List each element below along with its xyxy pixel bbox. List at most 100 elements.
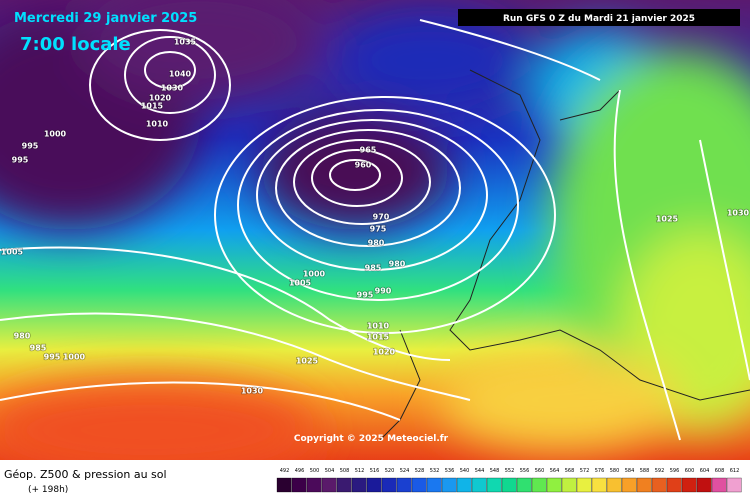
colorbar: 492 496 500 504 508 512 516 520 524 528 532 536 540 5… (276, 468, 742, 493)
isobar-label: 1020 (149, 94, 172, 103)
copyright: Copyright © 2025 Meteociel.fr (294, 434, 449, 444)
colorbar-label: 532 (430, 468, 440, 474)
colorbar-label: 596 (670, 468, 680, 474)
colorbar-swatch (486, 477, 502, 493)
colorbar-label: 584 (625, 468, 635, 474)
isobar-label: 1005 (1, 248, 24, 257)
isobar-label: 1005 (289, 279, 312, 288)
colorbar-label: 544 (475, 468, 485, 474)
colorbar-swatch (471, 477, 487, 493)
colorbar-swatch (411, 477, 427, 493)
isobar-label: 1030 (161, 84, 184, 93)
map-area: 1035104010301020101510101000995995100596… (0, 0, 750, 460)
colorbar-swatch (591, 477, 607, 493)
colorbar-label: 524 (400, 468, 410, 474)
isobar-lines (0, 19, 750, 441)
colorbar-swatch (396, 477, 412, 493)
colorbar-label: 600 (685, 468, 695, 474)
isobar-label: 990 (375, 287, 392, 296)
isobar-label: 960 (355, 161, 372, 170)
colorbar-swatch (681, 477, 697, 493)
colorbar-label: 528 (415, 468, 425, 474)
isobar-label: 1015 (367, 333, 390, 342)
isobar-label: 1035 (174, 38, 197, 47)
colorbar-swatch (381, 477, 397, 493)
isobar-label: 1000 (63, 353, 86, 362)
time: 7:00 locale (20, 34, 131, 55)
colorbar-swatch (501, 477, 517, 493)
colorbar-label: 608 (715, 468, 725, 474)
colorbar-label: 572 (580, 468, 590, 474)
isobar-labels: 1035104010301020101510101000995995100596… (0, 37, 750, 397)
colorbar-swatch (336, 477, 352, 493)
colorbar-swatch (291, 477, 307, 493)
colorbar-label: 564 (550, 468, 560, 474)
colorbar-label: 500 (310, 468, 320, 474)
colorbar-label: 580 (610, 468, 620, 474)
isobar-label: 1000 (44, 130, 67, 139)
isobar-label: 1010 (367, 322, 390, 331)
colorbar-swatch (426, 477, 442, 493)
colorbar-swatch (606, 477, 622, 493)
isobar-label: 995 (357, 291, 374, 300)
isobar-label: 980 (14, 332, 31, 341)
colorbar-label: 540 (460, 468, 470, 474)
colorbar-swatch (366, 477, 382, 493)
colorbar-swatch (726, 477, 742, 493)
isobar-label: 995 (12, 156, 29, 165)
colorbar-swatch (441, 477, 457, 493)
isobar-label: 995 (22, 142, 39, 151)
colorbar-label: 516 (370, 468, 380, 474)
isobar-label: 1010 (146, 120, 169, 129)
isobar-label: 975 (370, 225, 387, 234)
field (0, 0, 750, 460)
isobar-label: 1030 (727, 209, 750, 218)
isobar-label: 1030 (241, 387, 264, 396)
isobar-label: 965 (360, 146, 377, 155)
colorbar-label: 604 (700, 468, 710, 474)
colorbar-label: 548 (490, 468, 500, 474)
colorbar-swatch (651, 477, 667, 493)
colorbar-label: 568 (565, 468, 575, 474)
colorbar-swatch (516, 477, 532, 493)
colorbar-label: 576 (595, 468, 605, 474)
colorbar-swatch (636, 477, 652, 493)
isobar-label: 980 (368, 239, 385, 248)
isobar-label: 1020 (373, 348, 396, 357)
colorbar-swatch (711, 477, 727, 493)
colorbar-label: 556 (520, 468, 530, 474)
isobar-label: 980 (389, 260, 406, 269)
colorbar-swatch (666, 477, 682, 493)
colorbar-label: 508 (340, 468, 350, 474)
footer-lead: (+ 198h) (28, 485, 68, 495)
colorbar-label: 496 (295, 468, 305, 474)
isobar-label: 970 (373, 213, 390, 222)
colorbar-swatch (696, 477, 712, 493)
colorbar-label: 552 (505, 468, 515, 474)
colorbar-label: 588 (640, 468, 650, 474)
isobar-label: 1025 (296, 357, 319, 366)
isobar-label: 1000 (303, 270, 326, 279)
isobar-label: 1040 (169, 70, 192, 79)
footer-title: Géop. Z500 & pression au sol (4, 468, 167, 481)
colorbar-label: 592 (655, 468, 665, 474)
colorbar-swatch (561, 477, 577, 493)
colorbar-swatch (531, 477, 547, 493)
colorbar-swatch (321, 477, 337, 493)
colorbar-swatch (306, 477, 322, 493)
colorbar-swatch (456, 477, 472, 493)
colorbar-label: 612 (730, 468, 740, 474)
isobar-label: 995 (44, 353, 61, 362)
colorbar-label: 536 (445, 468, 455, 474)
run: Run GFS 0 Z du Mardi 21 janvier 2025 (503, 14, 695, 24)
colorbar-swatch (621, 477, 637, 493)
colorbar-swatch (546, 477, 562, 493)
colorbar-label: 512 (355, 468, 365, 474)
colorbar-swatch (351, 477, 367, 493)
isobar-label: 985 (30, 344, 47, 353)
colorbar-label: 504 (325, 468, 335, 474)
date: Mercredi 29 janvier 2025 (14, 11, 197, 26)
isobar-label: 1025 (656, 215, 679, 224)
